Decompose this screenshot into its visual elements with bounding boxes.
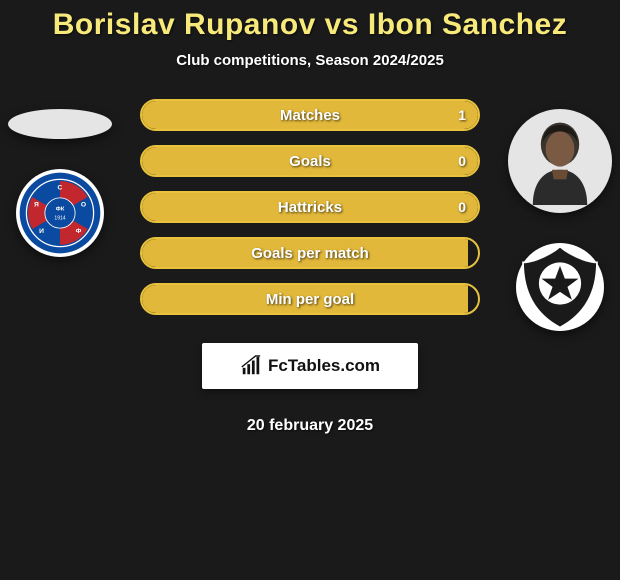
svg-text:О: О xyxy=(81,201,86,208)
club-badge-left: ФК 1914 С О Ф И Я xyxy=(16,169,104,257)
subtitle: Club competitions, Season 2024/2025 xyxy=(0,52,620,69)
brand-box[interactable]: FcTables.com xyxy=(202,343,418,389)
stat-pill: Matches 1 xyxy=(140,99,480,131)
stat-label: Goals xyxy=(289,153,331,170)
stat-pill: Hattricks 0 xyxy=(140,191,480,223)
stat-label: Min per goal xyxy=(266,291,354,308)
right-column xyxy=(500,99,620,331)
stat-pill: Goals per match xyxy=(140,237,480,269)
svg-text:И: И xyxy=(39,228,44,235)
stat-value-right: 1 xyxy=(458,107,466,123)
comparison-card: Borislav Rupanov vs Ibon Sanchez Club co… xyxy=(0,0,620,435)
chart-icon xyxy=(240,355,262,377)
brand-text: FcTables.com xyxy=(268,356,380,376)
player-avatar-left xyxy=(8,109,112,139)
player-silhouette-icon xyxy=(520,116,600,206)
page-title: Borislav Rupanov vs Ibon Sanchez xyxy=(0,8,620,42)
svg-text:Я: Я xyxy=(34,201,39,208)
stat-value-right: 0 xyxy=(458,199,466,215)
stat-pill: Goals 0 xyxy=(140,145,480,177)
stat-pill: Min per goal xyxy=(140,283,480,315)
svg-text:1914: 1914 xyxy=(54,216,65,222)
date-text: 20 february 2025 xyxy=(247,417,373,435)
svg-text:ФК: ФК xyxy=(56,206,65,212)
stat-label: Goals per match xyxy=(251,245,369,262)
stat-value-right: 0 xyxy=(458,153,466,169)
player-avatar-right xyxy=(508,109,612,213)
svg-text:С: С xyxy=(58,184,63,191)
stats-column: Matches 1 Goals 0 Hattricks 0 Goals per match M… xyxy=(120,99,500,435)
stat-label: Hattricks xyxy=(278,199,342,216)
club-badge-right xyxy=(516,243,604,331)
left-column: ФК 1914 С О Ф И Я xyxy=(0,99,120,257)
stat-label: Matches xyxy=(280,107,340,124)
botafogo-badge-icon xyxy=(516,235,604,339)
body-row: ФК 1914 С О Ф И Я Matches1Goals0Hattrick… xyxy=(0,99,620,435)
svg-text:Ф: Ф xyxy=(76,228,82,235)
levski-badge-icon: ФК 1914 С О Ф И Я xyxy=(18,171,102,255)
